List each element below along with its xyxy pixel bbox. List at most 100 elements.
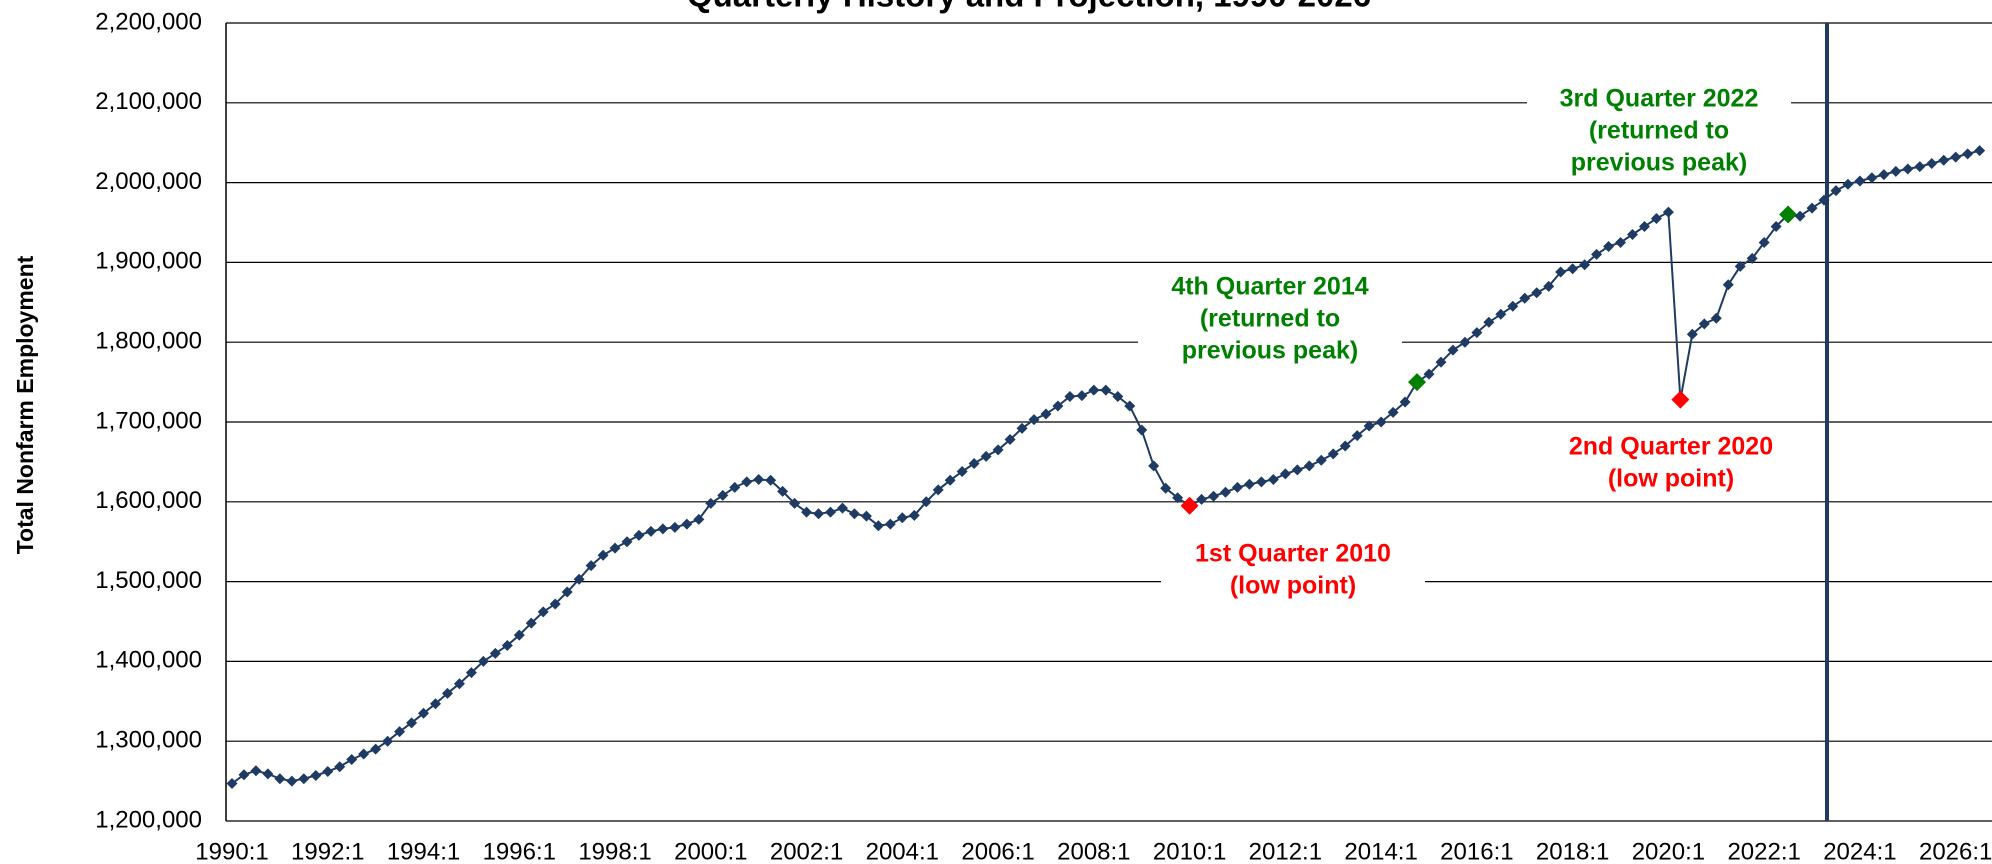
x-tick-label: 2010:1 [1153,838,1226,864]
marker [1818,194,1830,206]
x-tick-label: 2006:1 [961,838,1034,864]
marker [382,735,394,747]
marker [274,773,286,785]
x-tick-label: 1994:1 [387,838,460,864]
marker [1603,240,1615,252]
marker [561,586,573,598]
marker [1579,259,1591,271]
marker [1698,318,1710,330]
marker [418,707,430,719]
marker [1806,202,1818,214]
marker [992,444,1004,456]
y-tick-label: 1,500,000 [95,567,202,594]
marker [777,485,789,497]
marker [250,765,262,777]
marker [1950,151,1962,163]
x-tick-label: 2024:1 [1823,838,1896,864]
marker [1459,336,1471,348]
marker [1303,460,1315,472]
marker [705,497,717,509]
marker [1172,492,1184,504]
annotation-text: (returned to [1589,117,1729,145]
marker [394,726,406,738]
marker [1136,424,1148,436]
y-tick-label: 2,100,000 [95,88,202,115]
marker [741,476,753,488]
annotation-box [1527,82,1791,182]
y-tick-label: 1,800,000 [95,328,202,355]
marker [501,639,513,651]
marker [1591,248,1603,260]
marker [1243,478,1255,490]
marker [980,450,992,462]
marker [1231,481,1243,493]
marker [238,769,250,781]
marker [1626,228,1638,240]
marker [1160,482,1172,494]
marker [1423,368,1435,380]
marker [1567,263,1579,275]
marker [1351,430,1363,442]
marker [549,598,561,610]
marker [645,525,657,537]
marker [1279,468,1291,480]
y-axis-label: Total Nonfarm Employment [12,255,38,554]
marker [322,766,334,778]
marker [1291,464,1303,476]
marker [968,457,980,469]
highlight-marker [1408,373,1427,392]
marker [1100,384,1112,396]
x-tick-label: 2002:1 [770,838,843,864]
marker [1758,236,1770,248]
y-tick-label: 1,400,000 [95,647,202,674]
x-tick-label: 1990:1 [195,838,268,864]
marker [489,647,501,659]
marker [465,667,477,679]
marker [1686,328,1698,340]
marker [932,484,944,496]
x-tick-label: 1998:1 [578,838,651,864]
x-tick-label: 2008:1 [1057,838,1130,864]
marker [1339,440,1351,452]
marker [896,512,908,524]
marker [920,496,932,508]
marker [1004,434,1016,446]
y-tick-label: 1,900,000 [95,248,202,275]
marker [370,743,382,755]
x-tick-label: 2022:1 [1727,838,1800,864]
y-tick-label: 1,200,000 [95,806,202,833]
marker [298,773,310,785]
annotation-box [1539,430,1803,498]
marker [908,509,920,521]
marker [1483,316,1495,328]
marker [1890,165,1902,177]
marker [693,513,705,525]
marker [585,560,597,572]
marker [1662,206,1674,218]
x-tick-label: 2012:1 [1249,838,1322,864]
marker [1734,260,1746,272]
marker [1531,287,1543,299]
marker [441,687,453,699]
marker [1974,145,1986,157]
marker [1638,220,1650,232]
marker [1028,414,1040,426]
marker [477,655,489,667]
marker [1794,210,1806,222]
marker [597,549,609,561]
marker [406,717,418,729]
marker [657,523,669,535]
marker [801,506,813,518]
marker [1902,163,1914,175]
marker [1315,454,1327,466]
annotation-text: 1st Quarter 2010 [1195,540,1391,568]
marker [537,606,549,618]
marker [717,489,729,501]
y-tick-label: 1,700,000 [95,407,202,434]
annotation-box [1161,537,1425,605]
marker [860,510,872,522]
marker [513,629,525,641]
x-tick-label: 2014:1 [1344,838,1417,864]
marker [1196,493,1208,505]
